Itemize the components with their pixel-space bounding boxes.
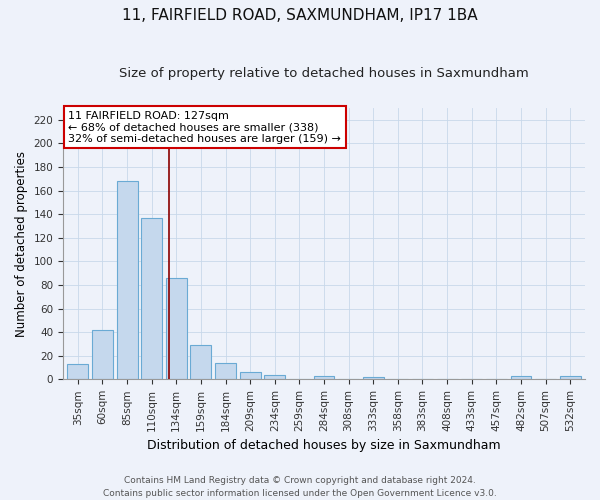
Bar (560, 376, 581, 380)
Bar (511, 376, 532, 380)
Bar (363, 377, 384, 380)
Title: Size of property relative to detached houses in Saxmundham: Size of property relative to detached ho… (119, 68, 529, 80)
Bar (166, 278, 187, 380)
Bar (67, 364, 88, 380)
X-axis label: Distribution of detached houses by size in Saxmundham: Distribution of detached houses by size … (147, 440, 501, 452)
Bar (215, 363, 236, 380)
Bar (116, 181, 137, 380)
Bar (239, 372, 260, 380)
Bar (190, 345, 211, 380)
Text: 11 FAIRFIELD ROAD: 127sqm
← 68% of detached houses are smaller (338)
32% of semi: 11 FAIRFIELD ROAD: 127sqm ← 68% of detac… (68, 111, 341, 144)
Text: Contains HM Land Registry data © Crown copyright and database right 2024.
Contai: Contains HM Land Registry data © Crown c… (103, 476, 497, 498)
Text: 11, FAIRFIELD ROAD, SAXMUNDHAM, IP17 1BA: 11, FAIRFIELD ROAD, SAXMUNDHAM, IP17 1BA (122, 8, 478, 22)
Bar (314, 376, 334, 380)
Bar (92, 330, 113, 380)
Bar (141, 218, 162, 380)
Y-axis label: Number of detached properties: Number of detached properties (15, 150, 28, 336)
Bar (265, 374, 285, 380)
